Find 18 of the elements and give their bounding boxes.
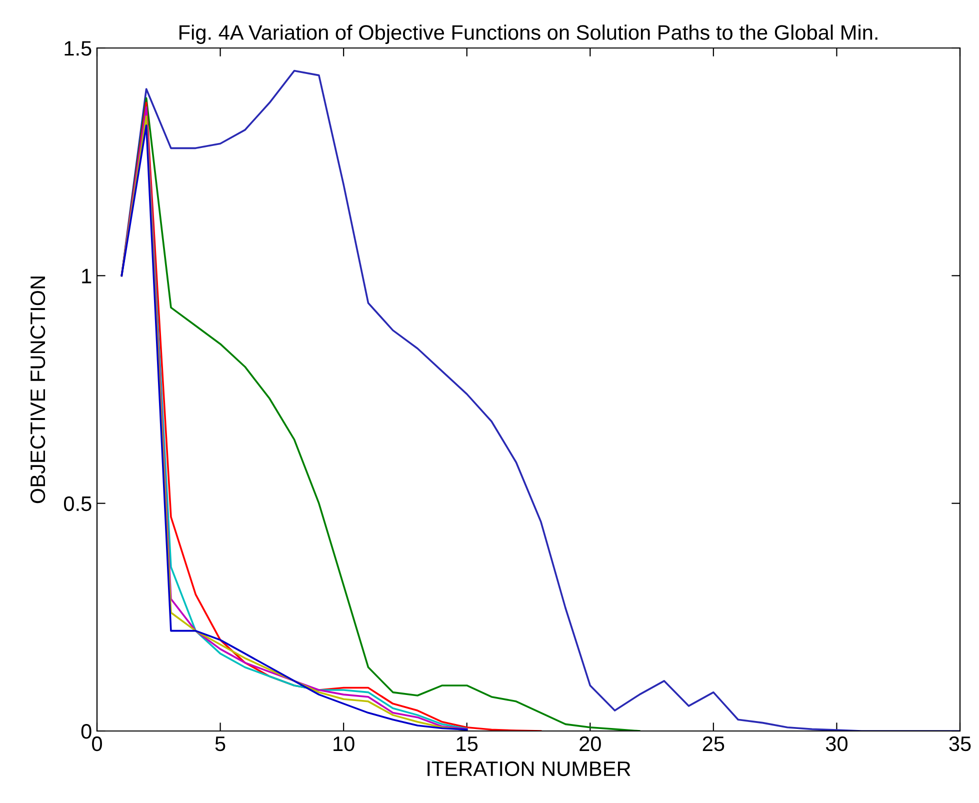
y-tick-label: 0	[81, 724, 92, 739]
y-tick-label: 0.5	[64, 496, 92, 512]
x-tick-label: 5	[215, 736, 226, 752]
x-axis-title: ITERATION NUMBER	[428, 761, 630, 776]
x-tick-label: 35	[949, 736, 971, 752]
y-tick-label: 1.5	[64, 41, 92, 56]
x-tick-label: 30	[826, 736, 848, 752]
line-series	[120, 70, 960, 731]
line-series	[120, 102, 542, 731]
line-series	[120, 97, 640, 731]
y-axis-title: OBJECTIVE FUNCTION	[30, 276, 46, 504]
x-tick-label: 10	[334, 736, 354, 752]
x-tick-label: 0	[92, 736, 102, 752]
y-tick-label: 1	[82, 268, 92, 284]
x-tick-label: 15	[456, 736, 478, 752]
x-tick-label: 20	[580, 736, 601, 752]
chart-title: Fig. 4A Variation of Objective Functions on Solution Paths to the Global Min.	[180, 24, 878, 44]
x-tick-label: 25	[702, 736, 724, 752]
